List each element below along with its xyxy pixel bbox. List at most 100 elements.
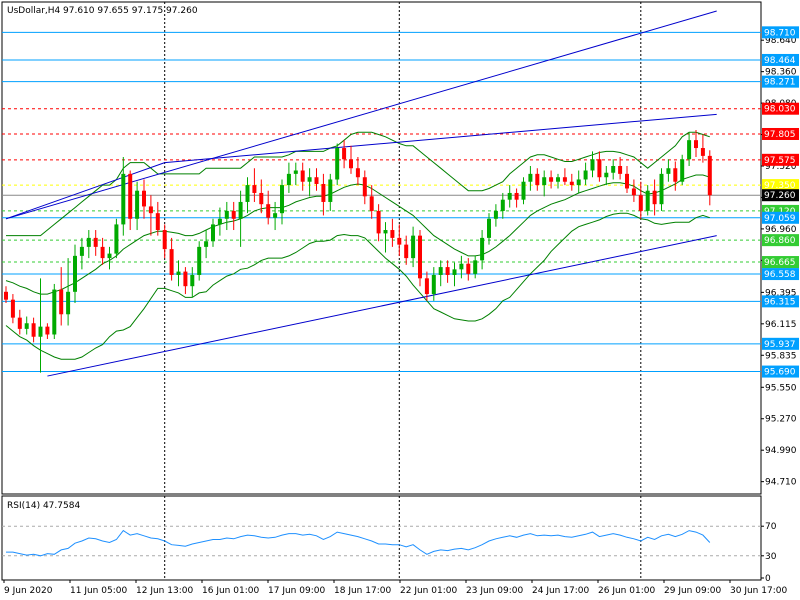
main-chart-frame — [1, 1, 762, 495]
trendline — [5, 162, 165, 220]
candle-body — [286, 173, 291, 186]
candle-body — [576, 179, 581, 186]
level-label: 97.575 — [764, 156, 796, 166]
candle-body — [707, 155, 712, 196]
candle-body — [638, 195, 643, 211]
time-tick-label: 26 Jun 01:00 — [598, 586, 655, 596]
candle-body — [687, 140, 692, 160]
candle-body — [100, 246, 105, 259]
candle-body — [155, 213, 160, 231]
level-label: 96.665 — [764, 258, 796, 268]
candle-body — [24, 323, 29, 329]
time-tick-label: 23 Jun 09:00 — [466, 586, 523, 596]
candle-body — [631, 188, 636, 196]
candle-body — [217, 218, 222, 225]
level-label: 97.805 — [764, 130, 796, 140]
candle-body — [645, 190, 650, 211]
candle-body — [500, 199, 505, 211]
candle-body — [493, 210, 498, 219]
time-tick-label: 16 Jun 01:00 — [202, 586, 259, 596]
level-label: 96.860 — [764, 236, 796, 246]
time-tick-label: 9 Jun 2020 — [4, 586, 53, 596]
candle-body — [383, 230, 388, 234]
level-label: 96.315 — [764, 297, 796, 307]
level-label-box — [762, 295, 799, 308]
candle-body — [307, 177, 312, 182]
candle-body — [349, 159, 353, 169]
time-tick-label: 24 Jun 17:00 — [532, 586, 589, 596]
level-label: 97.059 — [764, 214, 796, 224]
candle-body — [197, 246, 202, 275]
level-label-box — [762, 189, 799, 202]
candle-body — [473, 260, 478, 274]
candle-body — [418, 235, 422, 279]
price-tick-label: 95.835 — [765, 351, 797, 361]
price-tick-label: 96.115 — [765, 320, 797, 330]
candle-body — [680, 159, 685, 182]
candle-body — [452, 269, 457, 275]
candle-body — [369, 196, 374, 211]
candle-body — [445, 267, 450, 275]
level-label-box — [762, 211, 799, 224]
candle-body — [231, 210, 236, 219]
candle-body — [438, 267, 443, 275]
level-label: 98.464 — [764, 56, 796, 66]
candle-body — [487, 218, 491, 238]
candle-body — [321, 183, 326, 202]
candle-body — [590, 159, 595, 171]
candle-body — [10, 299, 15, 318]
candle-body — [666, 168, 671, 174]
candle-body — [266, 204, 271, 218]
candle-body — [424, 278, 429, 295]
rsi-indicator: 70 30 0 — [2, 522, 777, 584]
candle-body — [390, 230, 395, 238]
candle-body — [625, 173, 629, 189]
level-label-box — [762, 268, 799, 281]
price-tick-label: 95.550 — [765, 383, 797, 393]
candle-body — [190, 274, 195, 287]
price-tick-label: 96.395 — [765, 288, 797, 298]
level-label-box — [762, 365, 799, 378]
level-label: 98.710 — [764, 28, 796, 38]
candle-body — [328, 179, 333, 202]
candle-body — [652, 190, 657, 205]
level-label-box — [762, 75, 799, 88]
price-tick-label: 95.270 — [765, 415, 797, 425]
candle-body — [273, 213, 278, 218]
candle-body — [556, 177, 560, 182]
candle-body — [238, 201, 243, 219]
candle-body — [597, 159, 602, 178]
time-tick-label: 17 Jun 09:00 — [268, 586, 325, 596]
candle-body — [459, 263, 464, 270]
candle-body — [673, 168, 678, 182]
price-tick-label: 94.990 — [765, 446, 797, 456]
level-label: 95.937 — [764, 340, 796, 350]
candle-body — [694, 140, 698, 149]
bollinger-lower-line — [5, 212, 710, 360]
level-label-box — [762, 26, 799, 39]
candle-body — [507, 192, 512, 200]
candle-body — [411, 235, 416, 259]
candle-body — [404, 244, 409, 259]
level-label-box — [762, 102, 799, 115]
price-tick-label: 98.640 — [765, 36, 797, 46]
candle-body — [562, 177, 567, 182]
candle-body — [569, 181, 574, 186]
candle-body — [293, 170, 298, 174]
candle-body — [162, 230, 167, 250]
candle-body — [535, 173, 540, 186]
candle-body — [128, 173, 133, 219]
candle-body — [700, 148, 705, 156]
candle-body — [583, 170, 588, 180]
candle-body — [31, 323, 36, 337]
candle-body — [79, 246, 84, 256]
level-labels: 98.710 98.464 98.271 98.030 97.805 97.575 97.3… — [762, 26, 799, 378]
candle-body — [142, 190, 146, 207]
candle-body — [224, 210, 229, 219]
candle-body — [148, 206, 153, 214]
candle-body — [314, 177, 319, 184]
candle-body — [618, 166, 623, 174]
candle-body — [259, 192, 264, 205]
